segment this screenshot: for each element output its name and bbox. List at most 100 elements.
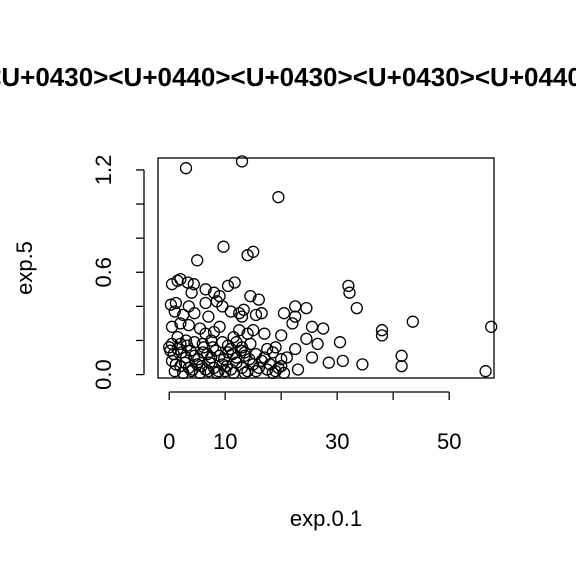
- data-point: [188, 349, 201, 362]
- plot-frame: [157, 157, 495, 379]
- data-point: [187, 278, 200, 291]
- data-point: [213, 320, 226, 333]
- data-point: [252, 361, 265, 374]
- data-point: [305, 320, 319, 333]
- data-point: [249, 365, 263, 378]
- data-point: [202, 365, 215, 378]
- chart-title: <U+0430> <U+0440><U+0430><U+0430><U+0440…: [0, 62, 576, 92]
- data-point: [479, 365, 492, 378]
- data-point: [336, 354, 349, 368]
- data-point: [180, 339, 194, 352]
- data-point: [233, 307, 246, 320]
- data-point: [228, 276, 241, 289]
- data-point: [217, 240, 230, 253]
- data-point: [249, 308, 263, 322]
- data-point: [185, 286, 198, 299]
- y-tick-label: 0.0: [91, 359, 116, 390]
- y-axis: 0.0 0.6 1.2: [91, 155, 145, 390]
- data-point: [174, 272, 187, 286]
- data-point: [235, 310, 249, 323]
- data-point: [168, 365, 181, 378]
- data-point: [247, 324, 260, 337]
- data-point: [375, 324, 389, 337]
- data-point: [174, 337, 187, 351]
- y-tick-label: 0.6: [91, 257, 116, 288]
- data-point: [199, 283, 212, 296]
- data-point: [202, 310, 215, 323]
- data-point: [241, 249, 254, 262]
- data-point: [191, 254, 204, 267]
- data-point: [165, 337, 179, 351]
- data-point: [343, 286, 356, 299]
- data-point: [277, 366, 291, 380]
- data-point: [165, 320, 179, 333]
- data-point: [311, 337, 324, 351]
- data-point: [300, 301, 313, 315]
- y-tick-label: 1.2: [91, 155, 116, 186]
- x-tick-label: 10: [213, 429, 237, 454]
- data-point: [163, 341, 176, 354]
- data-point: [317, 322, 330, 335]
- data-point: [174, 317, 187, 330]
- data-point: [255, 307, 268, 320]
- data-points: [163, 155, 498, 380]
- data-point: [277, 307, 291, 320]
- data-point: [395, 359, 408, 373]
- data-point: [185, 365, 198, 378]
- data-point: [197, 341, 211, 354]
- data-point: [395, 349, 408, 362]
- y-axis-label: exp.5: [12, 241, 37, 295]
- data-point: [275, 359, 288, 373]
- data-point: [188, 307, 201, 320]
- data-point: [164, 298, 178, 311]
- data-point: [275, 353, 288, 366]
- data-point: [244, 337, 257, 351]
- data-point: [289, 310, 302, 323]
- x-axis-label: exp.0.1: [290, 506, 362, 531]
- data-point: [406, 315, 419, 328]
- data-point: [272, 191, 285, 204]
- data-point: [192, 353, 205, 366]
- x-tick-label: 50: [437, 429, 461, 454]
- data-point: [485, 320, 498, 333]
- x-axis: 0 10 30 50: [163, 391, 461, 454]
- x-tick-label: 0: [163, 429, 175, 454]
- data-point: [289, 342, 302, 356]
- data-point: [350, 301, 363, 315]
- data-point: [235, 155, 249, 168]
- data-point: [219, 365, 232, 378]
- data-point: [169, 296, 183, 310]
- data-point: [193, 366, 207, 380]
- data-point: [342, 279, 355, 293]
- data-point: [182, 318, 195, 332]
- data-point: [305, 351, 319, 364]
- data-point: [322, 356, 335, 369]
- data-point: [199, 296, 212, 310]
- data-point: [289, 300, 302, 313]
- data-point: [233, 324, 246, 337]
- data-point: [210, 366, 223, 380]
- data-point: [221, 279, 235, 293]
- data-point: [286, 317, 299, 330]
- data-point: [280, 351, 293, 364]
- data-point: [356, 358, 369, 371]
- data-point: [266, 346, 279, 359]
- data-point: [249, 347, 263, 361]
- data-point: [258, 327, 271, 340]
- x-tick-label: 30: [325, 429, 349, 454]
- data-point: [275, 329, 288, 342]
- data-point: [244, 289, 257, 303]
- data-point: [291, 363, 305, 376]
- data-point: [177, 366, 190, 380]
- data-point: [252, 293, 265, 306]
- data-point: [375, 329, 389, 342]
- data-point: [333, 336, 347, 349]
- data-point: [179, 162, 193, 175]
- data-point: [206, 341, 220, 354]
- data-point: [300, 332, 313, 345]
- data-point: [168, 305, 181, 318]
- data-point: [224, 305, 237, 318]
- data-point: [241, 365, 254, 378]
- data-point: [224, 342, 237, 356]
